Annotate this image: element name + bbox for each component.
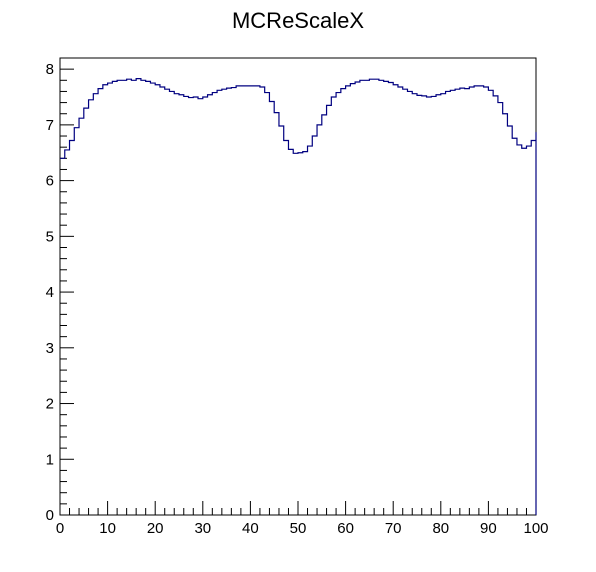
tick-labels-layer: 0 10 20 30 40 50 60 70 80 90 100 0 1 2 3 4 5 6 7 8 <box>46 61 549 537</box>
x-tick-label: 80 <box>432 520 449 537</box>
y-tick-label: 0 <box>46 507 54 524</box>
ticks-layer <box>60 58 536 515</box>
x-tick-label: 40 <box>242 520 259 537</box>
plot-frame <box>60 58 536 515</box>
y-tick-label: 4 <box>46 284 54 301</box>
x-tick-label: 20 <box>147 520 164 537</box>
x-tick-label: 0 <box>56 520 64 537</box>
y-tick-label: 2 <box>46 396 54 413</box>
x-tick-label: 30 <box>194 520 211 537</box>
y-tick-label: 8 <box>46 61 54 78</box>
y-tick-label: 5 <box>46 228 54 245</box>
x-tick-label: 100 <box>523 520 548 537</box>
y-tick-label: 1 <box>46 451 54 468</box>
y-tick-label: 6 <box>46 173 54 190</box>
x-tick-label: 90 <box>480 520 497 537</box>
histogram-series-line <box>60 79 536 515</box>
y-tick-label: 7 <box>46 117 54 134</box>
x-tick-label: 10 <box>99 520 116 537</box>
chart-title: MCReScaleX <box>232 8 364 33</box>
x-tick-label: 50 <box>290 520 307 537</box>
x-tick-label: 60 <box>337 520 354 537</box>
series-layer <box>60 79 536 515</box>
x-tick-label: 70 <box>385 520 402 537</box>
y-tick-label: 3 <box>46 340 54 357</box>
